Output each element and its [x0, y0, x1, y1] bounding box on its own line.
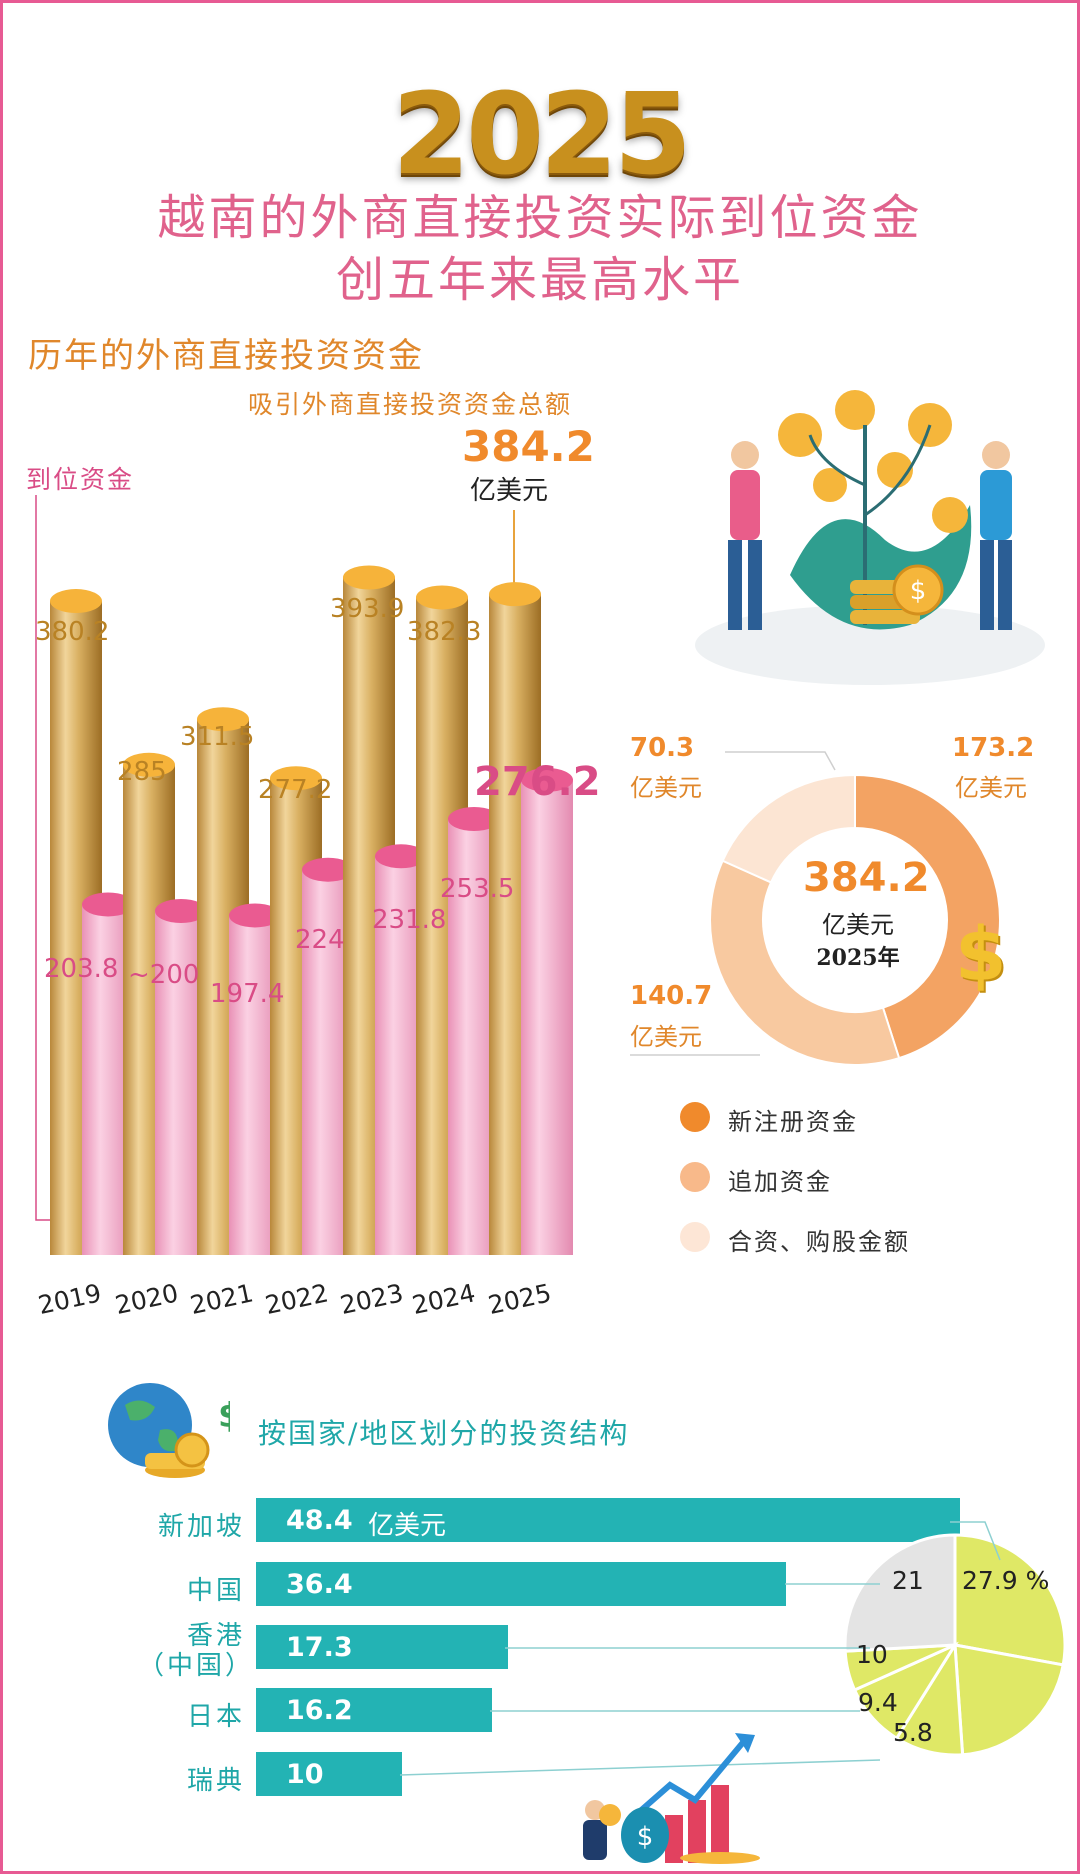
pie-label-singapore: 27.9 % [962, 1566, 1050, 1595]
country-pie-slice-0 [953, 1533, 1067, 1667]
slice-label-new: 173.2 [952, 733, 1035, 763]
slice-label-jv: 70.3 [630, 733, 695, 763]
section-title-fdi-history: 历年的外商直接投资资金 [28, 336, 424, 376]
pie-label-sweden: 5.8 [893, 1718, 933, 1747]
disbursed-label: 到位资金 [26, 465, 135, 494]
country-bar-0 [256, 1498, 961, 1542]
main-title-line2: 创五年来最高水平 [335, 252, 744, 308]
label-disbursed-2021: 197.4 [210, 979, 284, 1009]
country-bar-4 [256, 1752, 402, 1796]
bar-total-cap-2023 [343, 565, 395, 590]
pie-label-china: 21 [892, 1566, 924, 1595]
country-label-2: 香港 [186, 1621, 245, 1651]
label-disbursed-2023: 231.8 [372, 905, 446, 935]
country-label-1: 中国 [186, 1576, 245, 1606]
country-value-4: 10 [286, 1759, 324, 1790]
country-share-pie [843, 1533, 1067, 1757]
legend-swatch-additional [680, 1162, 710, 1192]
country-label-suffix-2: （中国） [138, 1651, 255, 1681]
country-bar-1 [256, 1562, 786, 1606]
bar-disbursed-cap-2020 [155, 899, 207, 923]
donut-center-unit: 亿美元 [822, 911, 894, 939]
bar-disbursed-cap-2025 [521, 767, 573, 792]
legend-label-additional: 追加资金 [728, 1168, 832, 1196]
country-pie-slice-5 [843, 1533, 957, 1653]
slice-label-additional: 140.7 [630, 981, 713, 1011]
investment-illustration: $ [695, 390, 1045, 685]
country-label-4: 瑞典 [186, 1766, 245, 1796]
slice-unit-jv: 亿美元 [630, 774, 702, 802]
country-value-1: 36.4 [286, 1569, 353, 1600]
legend-swatch-jv [680, 1222, 710, 1252]
label-disbursed-2022: 224 [295, 925, 345, 955]
bar-disbursed-cap-2022 [302, 857, 354, 882]
globe-coins-icon: $ [108, 1383, 230, 1478]
country-label-0: 新加坡 [157, 1512, 245, 1542]
label-total-2021: 311.5 [180, 722, 254, 752]
bar-total-cap-2024 [416, 585, 468, 610]
dollar-icon: $ [955, 912, 1007, 998]
label-total-2022: 277.2 [258, 775, 332, 805]
bar-total-cap-2019 [50, 589, 102, 614]
total-2025-value: 384.2 [462, 422, 595, 471]
section-title-by-country: 按国家/地区划分的投资结构 [258, 1417, 630, 1450]
label-disbursed-2024: 253.5 [440, 874, 514, 904]
country-label-3: 日本 [186, 1702, 245, 1732]
total-2025-unit: 亿美元 [470, 476, 549, 506]
slice-unit-additional: 亿美元 [630, 1023, 702, 1051]
pie-label-hongkong: 10 [856, 1640, 888, 1669]
donut-slice-1 [709, 859, 901, 1066]
label-total-2020: 285 [117, 757, 167, 787]
country-value-3: 16.2 [286, 1695, 353, 1726]
label-total-2019: 380.2 [35, 617, 109, 647]
country-value-2: 17.3 [286, 1632, 353, 1663]
donut-chart-2025 [709, 773, 1001, 1066]
country-value-unit: 亿美元 [368, 1511, 447, 1541]
donut-slice-0 [854, 773, 1001, 1060]
donut-slice-2 [721, 773, 856, 884]
bar-total-cap-2022 [270, 766, 322, 791]
svg-text:$: $ [910, 576, 927, 606]
country-bar-3 [256, 1688, 492, 1732]
label-disbursed-2020: ~200 [128, 960, 199, 990]
bar-total-cap-2020 [123, 752, 175, 777]
country-bar-2 [256, 1625, 508, 1669]
legend-label-new: 新注册资金 [728, 1108, 858, 1136]
legend-swatch-new [680, 1102, 710, 1132]
year-banner: 2025 [392, 70, 692, 200]
bar-disbursed-cap-2021 [229, 903, 281, 928]
slice-unit-new: 亿美元 [955, 774, 1027, 802]
bar-disbursed-cap-2024 [448, 806, 500, 831]
label-total-2023: 393.9 [330, 594, 404, 624]
country-value-0: 48.4 [286, 1505, 353, 1536]
label-total-2024: 382.3 [407, 617, 481, 647]
donut-center-year: 2025年 [816, 945, 900, 971]
bar-disbursed-cap-2023 [375, 844, 427, 869]
bar-disbursed-cap-2019 [82, 892, 134, 917]
country-pie-slice-1 [953, 1643, 1065, 1757]
legend-label-jv: 合资、购股金额 [728, 1228, 910, 1256]
total-fdi-subtitle: 吸引外商直接投资资金总额 [248, 390, 573, 419]
bar-total-cap-2021 [197, 707, 249, 732]
growth-illustration: $ [583, 1733, 760, 1864]
label-disbursed-2019: 203.8 [44, 954, 118, 984]
svg-text:$: $ [218, 1396, 230, 1436]
donut-center-value: 384.2 [803, 855, 930, 901]
bar-total-cap-2025 [489, 582, 541, 607]
main-title-line1: 越南的外商直接投资实际到位资金 [157, 190, 923, 246]
svg-text:$: $ [637, 1822, 654, 1852]
pie-label-japan: 9.4 [858, 1688, 898, 1717]
bar-disbursed-2025 [521, 779, 573, 1255]
label-disbursed-2025: 276.2 [474, 759, 601, 805]
